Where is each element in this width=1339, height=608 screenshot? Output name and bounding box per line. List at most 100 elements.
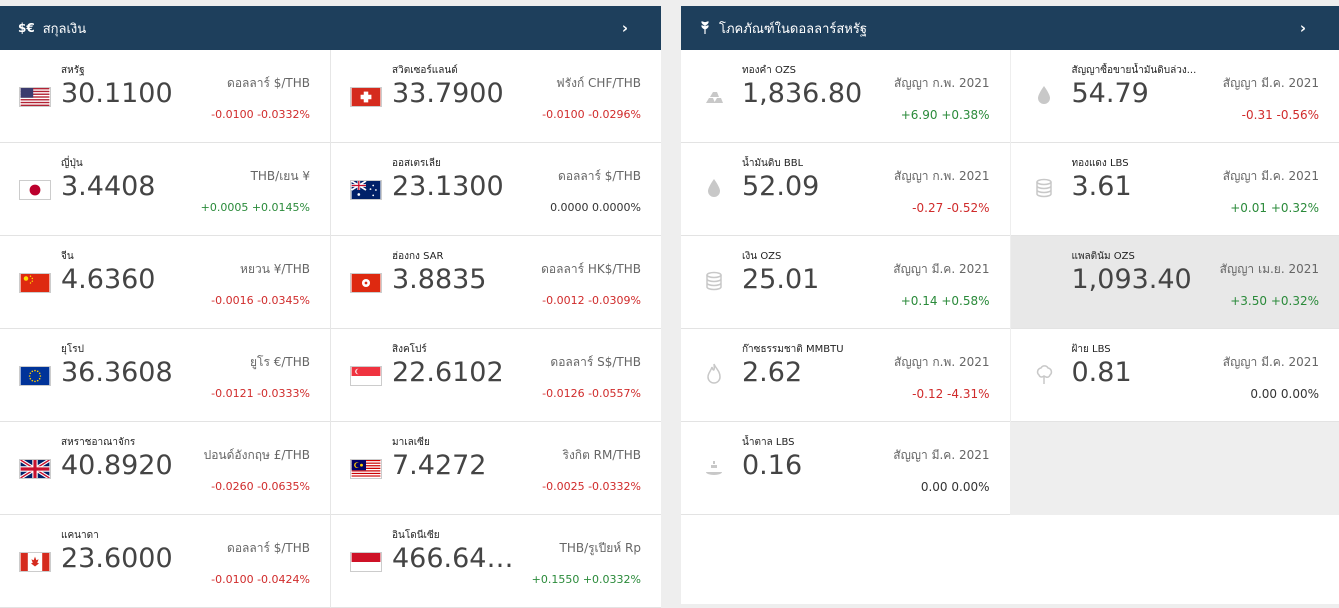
flag-ca-icon (19, 552, 51, 572)
currency-rate: 4.6360 (61, 264, 155, 295)
flag-us-icon (19, 87, 51, 107)
currency-rate: 466.64… (392, 543, 513, 574)
flag-sg-icon (350, 366, 382, 386)
chevron-right-icon[interactable]: › (607, 19, 643, 37)
currency-name: จีน (61, 249, 74, 264)
flag-gb-icon (19, 459, 51, 479)
commodity-contract: สัญญา มี.ค. 2021 (893, 446, 989, 465)
commodity-price: 0.81 (1072, 357, 1132, 388)
currency-pair: หยวน ¥/THB (240, 260, 310, 279)
currency-change: -0.0126 -0.0557% (542, 387, 641, 400)
flag-hk-icon (350, 273, 382, 293)
flag-jp-icon (19, 180, 51, 200)
currency-change: +0.1550 +0.0332% (532, 573, 641, 586)
currency-pair: THB/รูเปียห์ Rp (559, 539, 641, 558)
currency-change: +0.0005 +0.0145% (201, 201, 310, 214)
flag-au-icon (350, 180, 382, 200)
currency-icon: $€ (18, 21, 35, 35)
commodity-change: +0.14 +0.58% (901, 294, 990, 308)
commodity-name: เงิน OZS (742, 249, 781, 264)
currency-pair: ฟรังก์ CHF/THB (556, 74, 641, 93)
commodity-contract: สัญญา มี.ค. 2021 (1223, 167, 1319, 186)
currency-change: -0.0100 -0.0296% (542, 108, 641, 121)
commodity-name: สัญญาซื้อขายน้ำมันดิบล่วง... (1072, 63, 1197, 78)
currency-name: ฮ่องกง SAR (392, 249, 443, 264)
currency-name: มาเลเซีย (392, 435, 430, 450)
commodity-card[interactable]: สัญญาซื้อขายน้ำมันดิบล่วง...54.79 สัญญา ม… (1011, 50, 1339, 143)
commodity-name: ฝ้าย LBS (1072, 342, 1111, 357)
commodity-price: 0.16 (742, 450, 802, 481)
commodity-price: 54.79 (1072, 78, 1149, 109)
flag-cn-icon (19, 273, 51, 293)
cotton-icon (1029, 359, 1059, 389)
coins-icon (699, 266, 729, 296)
commodities-header[interactable]: โภคภัณฑ์ในดอลลาร์สหรัฐ › (681, 6, 1339, 50)
commodity-name: แพลตินัม OZS (1072, 249, 1135, 264)
chevron-right-icon[interactable]: › (1285, 19, 1321, 37)
currency-pair: ยูโร €/THB (250, 353, 310, 372)
currency-rate: 3.4408 (61, 171, 155, 202)
gold-bars-icon (699, 80, 729, 110)
oil-drop-icon (699, 173, 729, 203)
currency-card[interactable]: สวิตเซอร์แลนด์33.7900 ฟรังก์ CHF/THB -0.01… (331, 50, 661, 143)
currency-pair: ดอลลาร์ $/THB (227, 539, 310, 558)
commodity-contract: สัญญา ก.พ. 2021 (894, 353, 989, 372)
commodity-name: ก๊าซธรรมชาติ MMBTU (742, 342, 844, 357)
currency-rate: 33.7900 (392, 78, 504, 109)
currency-rate: 30.1100 (61, 78, 173, 109)
currency-pair: ดอลลาร์ $/THB (558, 167, 641, 186)
sugar-icon (699, 452, 729, 482)
commodity-contract: สัญญา เม.ย. 2021 (1220, 260, 1319, 279)
currency-name: แคนาดา (61, 528, 99, 543)
commodity-contract: สัญญา มี.ค. 2021 (893, 260, 989, 279)
commodity-change: 0.00 0.00% (921, 480, 990, 494)
currency-rate: 3.8835 (392, 264, 486, 295)
currency-change: -0.0016 -0.0345% (211, 294, 310, 307)
currency-name: สวิตเซอร์แลนด์ (392, 63, 458, 78)
flag-eu-icon (19, 366, 51, 386)
commodity-name: น้ำมันดิบ BBL (742, 156, 803, 171)
commodity-change: +3.50 +0.32% (1230, 294, 1319, 308)
currency-header[interactable]: $€ สกุลเงิน › (0, 6, 661, 50)
commodity-change: -0.12 -4.31% (912, 387, 989, 401)
currency-rate: 23.6000 (61, 543, 173, 574)
currency-pair: ริงกิต RM/THB (563, 446, 642, 465)
currency-rate: 7.4272 (392, 450, 486, 481)
commodity-name: น้ำตาล LBS (742, 435, 794, 450)
commodity-name: ทองแดง LBS (1072, 156, 1129, 171)
commodity-change: +6.90 +0.38% (901, 108, 990, 122)
commodity-change: 0.00 0.00% (1250, 387, 1319, 401)
currency-change: 0.0000 0.0000% (550, 201, 641, 214)
commodity-contract: สัญญา มี.ค. 2021 (1223, 74, 1319, 93)
coins-icon (1029, 173, 1059, 203)
currency-change: -0.0025 -0.0332% (542, 480, 641, 493)
commodity-change: -0.27 -0.52% (912, 201, 989, 215)
wheat-icon (699, 20, 711, 37)
oil-drop-icon (1029, 80, 1059, 110)
currency-pair: ดอลลาร์ S$/THB (550, 353, 641, 372)
currency-rate: 36.3608 (61, 357, 173, 388)
currency-pair: ดอลลาร์ $/THB (227, 74, 310, 93)
